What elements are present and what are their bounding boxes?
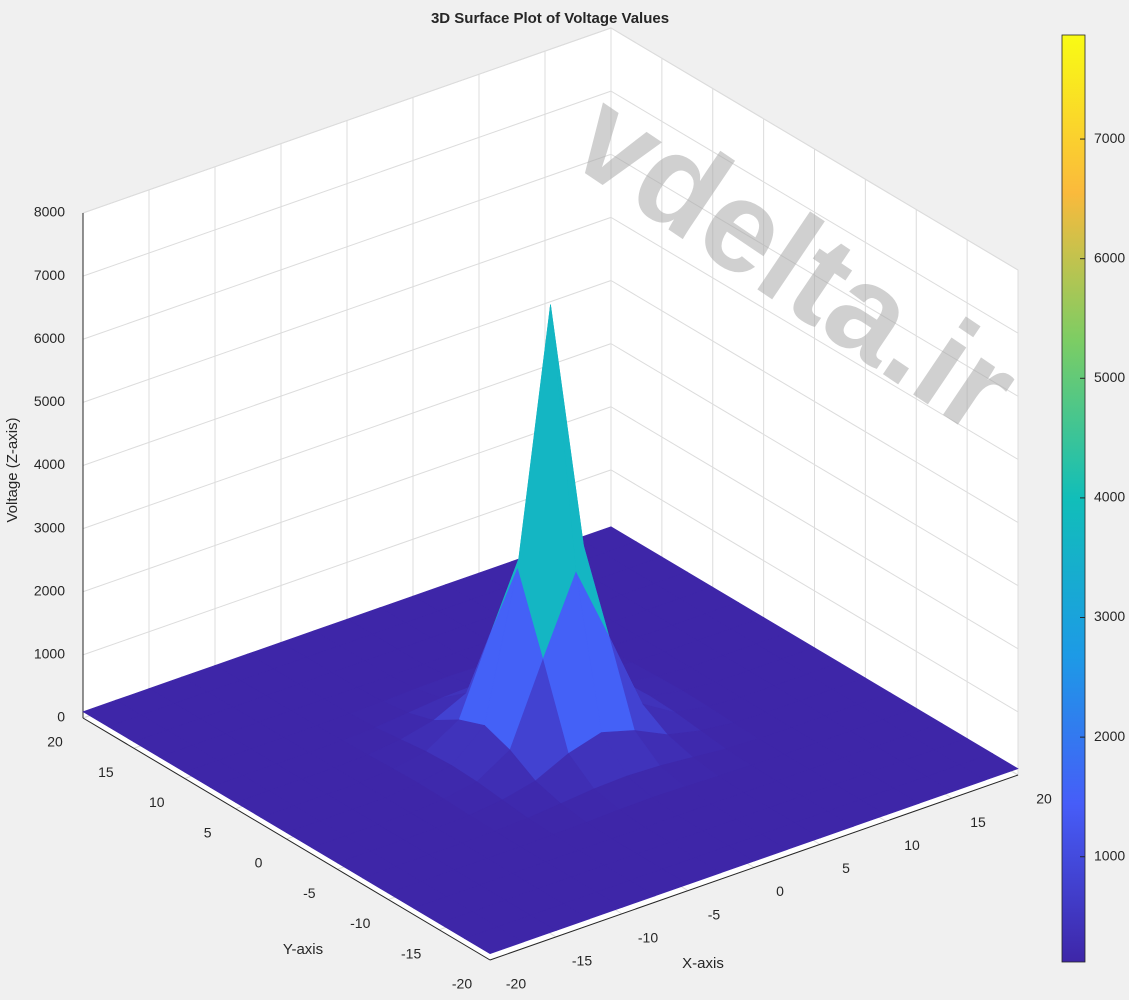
colorbar-tick-label: 5000 (1094, 369, 1125, 385)
y-tick-label: -5 (303, 885, 316, 901)
colorbar-tick-label: 3000 (1094, 608, 1125, 624)
colorbar-tick-label: 7000 (1094, 130, 1125, 146)
y-tick-label: 5 (204, 824, 212, 840)
x-tick-label: 20 (1036, 791, 1052, 807)
y-tick-label: -15 (401, 945, 421, 961)
x-tick-label: 5 (842, 860, 850, 876)
colorbar (1061, 34, 1086, 963)
chart-title: 3D Surface Plot of Voltage Values (431, 10, 669, 27)
z-tick-label: 0 (57, 709, 65, 725)
y-tick-label: -10 (350, 915, 370, 931)
x-tick-label: 15 (970, 814, 986, 830)
z-tick-label: 1000 (34, 646, 65, 662)
x-tick-label: -20 (506, 976, 526, 992)
y-tick-label: 20 (47, 734, 63, 750)
z-tick-label: 4000 (34, 456, 65, 472)
axis-line (82, 717, 491, 961)
z-tick-label: 8000 (34, 204, 65, 220)
z-tick-label: 5000 (34, 393, 65, 409)
colorbar-tick-label: 4000 (1094, 489, 1125, 505)
z-tick-label: 6000 (34, 330, 65, 346)
axis-line (489, 774, 1019, 961)
x-tick-label: 0 (776, 883, 784, 899)
y-tick-label: 15 (98, 764, 114, 780)
x-tick-label: -15 (572, 953, 592, 969)
x-axis-label: X-axis (682, 955, 724, 972)
y-tick-label: -20 (452, 976, 472, 992)
z-axis-label: Voltage (Z-axis) (4, 417, 21, 522)
colorbar-tick-label: 6000 (1094, 249, 1125, 265)
y-tick-label: 10 (149, 794, 165, 810)
x-tick-label: -5 (708, 906, 721, 922)
surface-cell (463, 926, 524, 955)
x-tick-label: -10 (638, 929, 658, 945)
y-axis-label: Y-axis (283, 941, 323, 958)
colorbar-tick-label: 1000 (1094, 847, 1125, 863)
z-tick-label: 7000 (34, 267, 65, 283)
x-tick-label: 10 (904, 837, 920, 853)
z-tick-label: 2000 (34, 582, 65, 598)
colorbar-tick-label: 2000 (1094, 728, 1125, 744)
z-tick-label: 3000 (34, 519, 65, 535)
y-tick-label: 0 (255, 855, 263, 871)
